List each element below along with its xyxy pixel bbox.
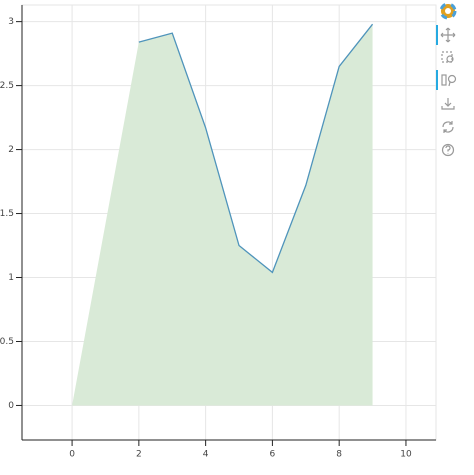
- x-tick-label: 4: [203, 450, 209, 460]
- plot-area: 0 2 4 6 8 10 0 0.5 1 1.5 2 2.5 3: [0, 4, 437, 460]
- y-tick-label: 0: [8, 401, 14, 411]
- active-indicator: [436, 70, 438, 90]
- wheel-zoom-tool[interactable]: [441, 74, 457, 87]
- y-tick-label: 1.5: [0, 209, 14, 219]
- x-tick-label: 8: [336, 450, 342, 460]
- box-zoom-tool[interactable]: [441, 51, 454, 63]
- toolbar: [436, 2, 457, 157]
- pan-tool[interactable]: [440, 27, 456, 43]
- bokeh-logo[interactable]: [439, 2, 457, 20]
- save-tool[interactable]: [441, 98, 455, 110]
- y-tick-label: 1: [8, 273, 14, 283]
- y-tick-label: 0.5: [0, 337, 14, 347]
- y-tick-label: 3: [8, 17, 14, 27]
- help-tool[interactable]: [441, 143, 455, 157]
- y-tick-label: 2: [8, 145, 14, 155]
- x-tick-label: 10: [400, 450, 412, 460]
- reset-tool[interactable]: [442, 121, 454, 133]
- area: [72, 24, 373, 406]
- x-tick-label: 2: [136, 450, 142, 460]
- x-tick-label: 6: [270, 450, 276, 460]
- x-tick-label: 0: [69, 450, 75, 460]
- line: [138, 23, 374, 274]
- y-tick-label: 2.5: [0, 81, 14, 91]
- active-indicator: [436, 25, 438, 45]
